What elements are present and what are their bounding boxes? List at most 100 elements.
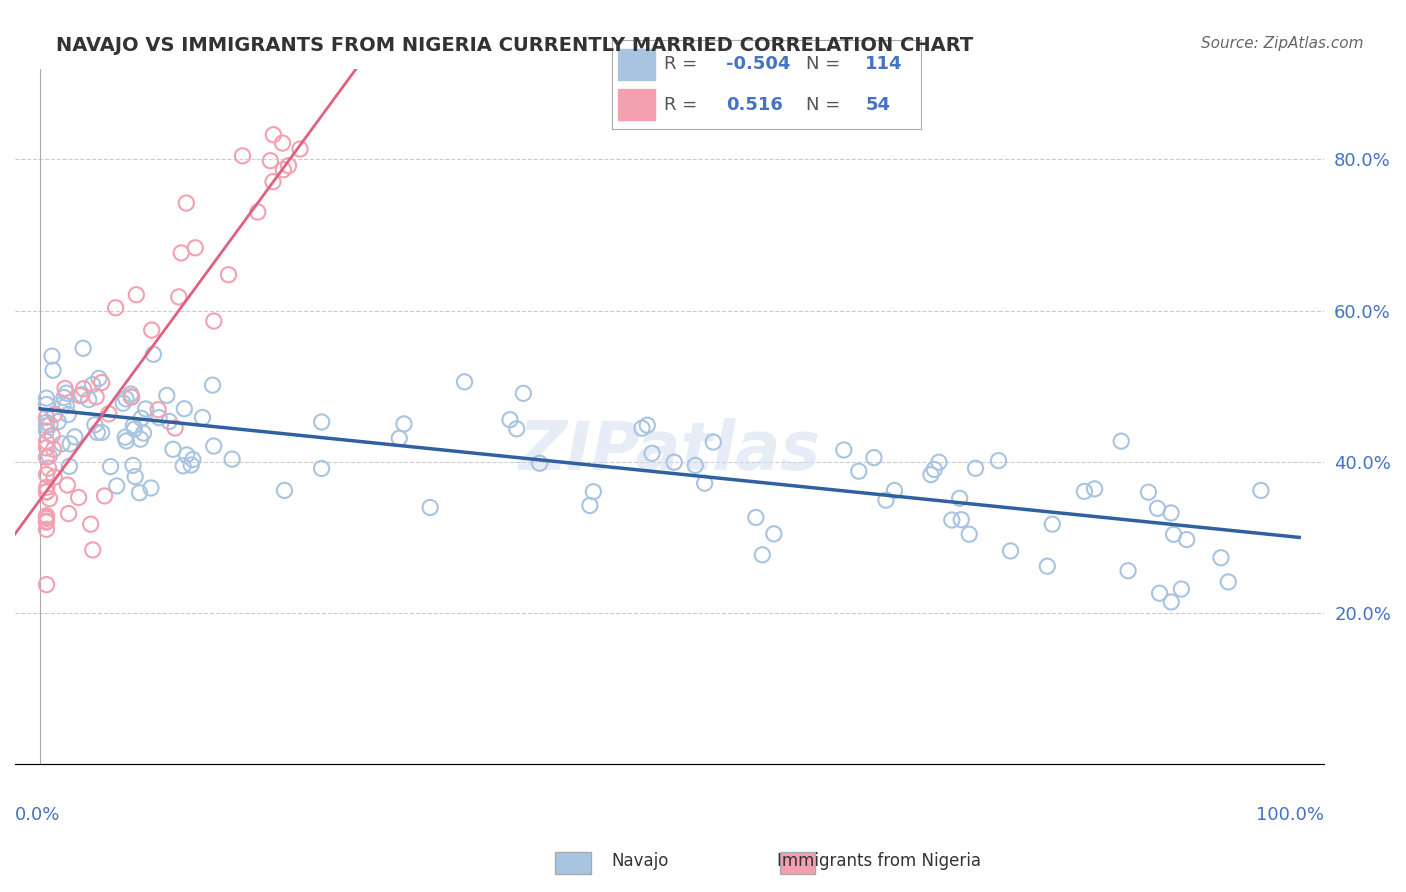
- Point: [35, 398, 58, 412]
- Point: [35, 391, 58, 405]
- Point: [170, 246, 193, 260]
- Point: [77, 392, 100, 407]
- Point: [93, 489, 115, 503]
- Point: [35, 508, 58, 523]
- Point: [115, 392, 138, 406]
- Point: [35, 441, 58, 455]
- Point: [125, 287, 148, 301]
- Point: [863, 450, 886, 465]
- Point: [142, 347, 165, 361]
- Point: [51, 436, 73, 450]
- Point: [1146, 501, 1168, 516]
- Point: [55, 386, 77, 401]
- Point: [38, 461, 60, 475]
- Point: [112, 396, 135, 410]
- Point: [90, 425, 112, 440]
- Point: [512, 386, 534, 401]
- Text: N =: N =: [807, 55, 846, 73]
- Point: [453, 375, 475, 389]
- Point: [42, 363, 65, 377]
- Point: [1175, 533, 1198, 547]
- Point: [132, 426, 155, 441]
- Point: [141, 323, 163, 337]
- Point: [120, 387, 142, 401]
- Text: ZIPatlas: ZIPatlas: [519, 418, 821, 484]
- Point: [87, 371, 110, 385]
- Point: [35, 485, 58, 500]
- Point: [35, 514, 58, 528]
- Point: [129, 432, 152, 446]
- Point: [67, 491, 90, 505]
- Point: [35, 511, 58, 525]
- Point: [38, 491, 60, 506]
- Point: [124, 422, 146, 436]
- Point: [1250, 483, 1272, 498]
- Point: [42, 442, 65, 457]
- Point: [55, 399, 77, 413]
- Point: [875, 493, 897, 508]
- Point: [38, 450, 60, 464]
- Text: -0.504: -0.504: [725, 55, 790, 73]
- Point: [35, 577, 58, 591]
- Point: [122, 458, 145, 473]
- Point: [582, 484, 605, 499]
- Text: 0.0%: 0.0%: [15, 806, 60, 824]
- Point: [120, 390, 142, 404]
- Point: [122, 418, 145, 433]
- Point: [288, 142, 311, 156]
- Point: [928, 455, 950, 469]
- Point: [35, 510, 58, 524]
- Point: [82, 543, 104, 558]
- Text: NAVAJO VS IMMIGRANTS FROM NIGERIA CURRENTLY MARRIED CORRELATION CHART: NAVAJO VS IMMIGRANTS FROM NIGERIA CURREN…: [56, 36, 973, 54]
- Text: R =: R =: [664, 96, 703, 114]
- Point: [1137, 485, 1160, 500]
- Point: [162, 442, 184, 457]
- Point: [987, 453, 1010, 467]
- Text: 0.516: 0.516: [725, 96, 783, 114]
- Point: [1160, 506, 1182, 520]
- Point: [950, 513, 973, 527]
- Point: [1170, 582, 1192, 596]
- Point: [35, 480, 58, 494]
- Point: [259, 153, 281, 168]
- Point: [1209, 550, 1232, 565]
- Point: [53, 381, 76, 395]
- Point: [157, 414, 180, 428]
- Point: [114, 430, 136, 444]
- Point: [41, 349, 63, 363]
- Point: [63, 430, 86, 444]
- Point: [262, 128, 284, 142]
- Point: [883, 483, 905, 498]
- Point: [56, 408, 79, 422]
- Point: [1116, 564, 1139, 578]
- Point: [1160, 595, 1182, 609]
- Point: [965, 461, 987, 475]
- Point: [1036, 559, 1059, 574]
- Point: [762, 526, 785, 541]
- Point: [35, 424, 58, 438]
- Point: [35, 410, 58, 425]
- Point: [97, 407, 120, 421]
- Point: [202, 314, 225, 328]
- Point: [82, 377, 104, 392]
- Text: 100.0%: 100.0%: [1257, 806, 1324, 824]
- Point: [920, 467, 942, 482]
- Text: R =: R =: [664, 55, 703, 73]
- Point: [35, 416, 58, 430]
- Point: [184, 241, 207, 255]
- Point: [751, 548, 773, 562]
- Point: [685, 458, 707, 473]
- Point: [221, 452, 243, 467]
- Point: [173, 401, 195, 416]
- Point: [262, 175, 284, 189]
- Point: [1109, 434, 1132, 449]
- Point: [505, 422, 527, 436]
- FancyBboxPatch shape: [617, 49, 655, 80]
- Point: [72, 382, 94, 396]
- Point: [56, 478, 79, 492]
- Point: [58, 507, 80, 521]
- Point: [311, 461, 333, 475]
- Point: [176, 196, 198, 211]
- Text: Navajo: Navajo: [612, 852, 668, 870]
- Point: [46, 415, 69, 429]
